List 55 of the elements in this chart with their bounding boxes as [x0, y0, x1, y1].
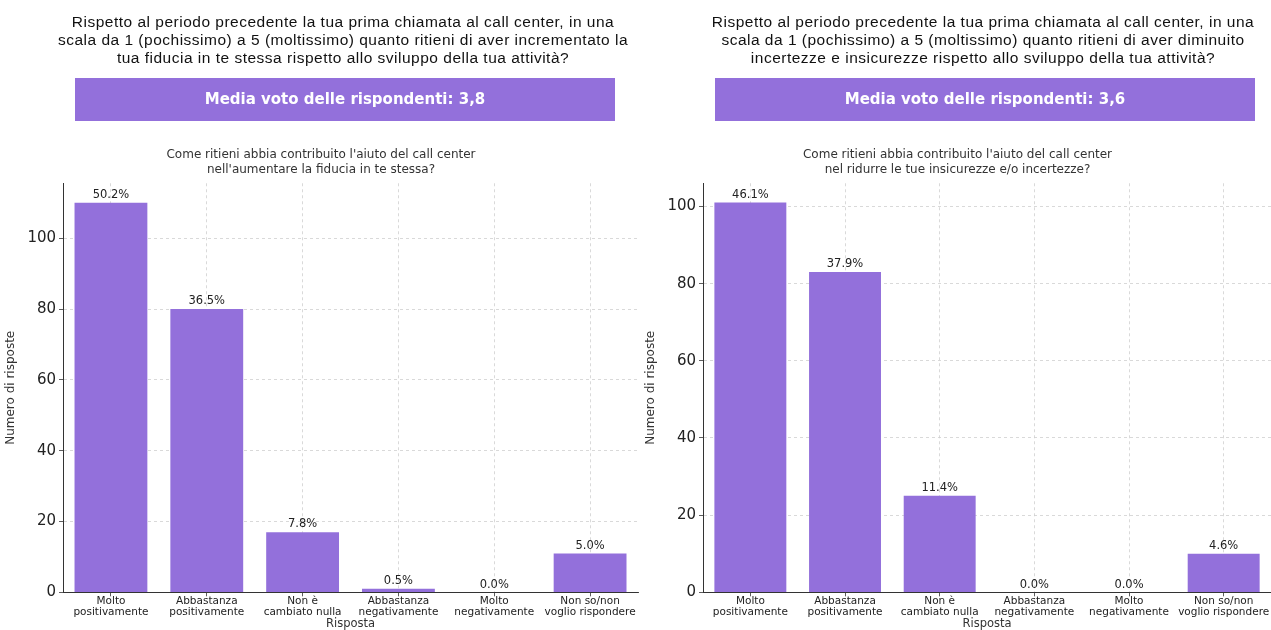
bar: [170, 309, 244, 592]
y-axis-title: Numero di risposte: [3, 330, 18, 445]
annotation: 46.1%: [732, 186, 769, 201]
bar: [714, 202, 787, 592]
x-tick-label: Molto positivamente: [73, 594, 149, 617]
x-tick-label: Abbastanza negativamente: [358, 594, 439, 617]
y-tick-label: 40: [676, 427, 697, 446]
chart-subtitle: Come ritieni abbia contribuito l'aiuto del call center nell'aumentare la fiducia in te stessa?: [166, 147, 476, 177]
y-tick-label: 80: [36, 298, 57, 317]
y-axis-title: Numero di risposte: [643, 330, 658, 445]
annotation: 37.9%: [826, 256, 864, 271]
banner: Media voto delle rispondenti: 3,8: [75, 78, 615, 121]
annotation: 5.0%: [575, 537, 605, 552]
x-tick-label: Non è cambiato nulla: [900, 594, 979, 617]
chart-subtitle: Come ritieni abbia contribuito l'aiuto del call center nel ridurre le tue insicurezze e/o incertezze?: [802, 147, 1113, 177]
bar: [1187, 553, 1260, 592]
x-tick-label: Abbastanza positivamente: [169, 594, 245, 617]
chart-title: Rispetto al periodo precedente la tua prima chiamata al call center, in una scala da 1 (pochissimo) a 5 (moltissimo) quanto ritieni di aver incrementato la tua fiducia in te stessa rispetto allo sviluppo della tua attività?: [56, 13, 630, 67]
y-tick-label: 60: [676, 350, 697, 369]
annotation: 0.5%: [383, 573, 414, 588]
y-tick-label: 100: [27, 228, 57, 247]
annotation: 0.0%: [479, 576, 509, 591]
y-tick-label: 0: [686, 582, 697, 601]
annotation: 0.0%: [1114, 576, 1144, 591]
annotation: 0.0%: [1019, 576, 1050, 591]
bar: [903, 495, 976, 592]
x-tick-label: Non è cambiato nulla: [263, 594, 342, 617]
y-tick-label: 100: [667, 196, 697, 215]
annotation: 4.6%: [1209, 537, 1239, 552]
bar: [74, 202, 148, 592]
x-tick-label: Abbastanza negativamente: [994, 594, 1075, 617]
y-tick-label: 20: [36, 511, 57, 530]
x-tick-label: Abbastanza positivamente: [807, 594, 883, 617]
y-tick-label: 80: [676, 273, 697, 292]
x-tick-label: Molto positivamente: [712, 594, 788, 617]
x-axis-title: Risposta: [325, 615, 376, 630]
bar: [553, 553, 627, 592]
chart-title: Rispetto al periodo precedente la tua prima chiamata al call center, in una scala da 1 (pochissimo) a 5 (moltissimo) quanto ritieni di aver diminuito incertezze e insicurezze rispetto allo sviluppo della tua attività?: [710, 13, 1256, 67]
annotation: 7.8%: [287, 516, 318, 531]
y-tick-label: 40: [36, 440, 57, 459]
banner: Media voto delle rispondenti: 3,6: [715, 78, 1255, 121]
x-axis-title: Risposta: [962, 615, 1012, 630]
y-tick-label: 0: [46, 582, 57, 601]
x-tick-label: Molto negativamente: [1089, 594, 1169, 617]
x-tick-label: Non so/non voglio rispondere: [544, 594, 636, 617]
bar: [362, 588, 435, 592]
y-tick-label: 60: [36, 369, 57, 388]
annotation: 36.5%: [188, 293, 226, 308]
y-tick-label: 20: [676, 505, 697, 524]
x-tick-label: Non so/non voglio rispondere: [1178, 594, 1270, 617]
annotation: 11.4%: [921, 480, 959, 495]
x-tick-label: Molto negativamente: [454, 594, 535, 617]
bar: [809, 272, 881, 592]
bar: [266, 532, 340, 592]
annotation: 50.2%: [92, 186, 130, 201]
